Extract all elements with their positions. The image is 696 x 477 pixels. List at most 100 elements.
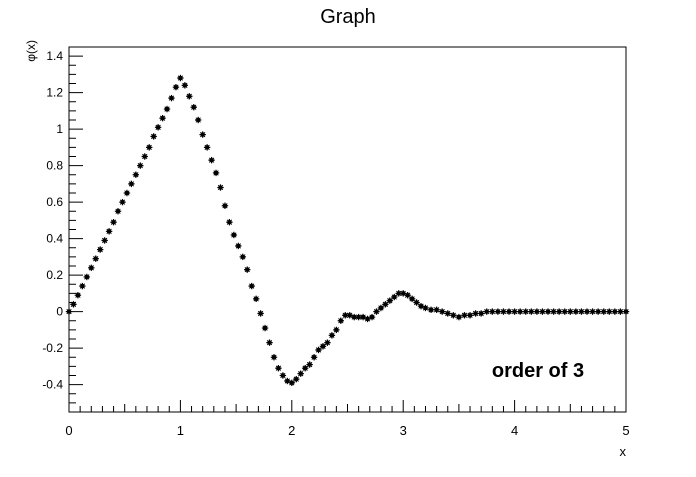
data-point (168, 94, 175, 102)
data-point (544, 308, 552, 315)
data-point (114, 208, 122, 215)
data-point (128, 180, 135, 188)
data-point (522, 308, 529, 315)
data-point (159, 114, 166, 122)
data-point (550, 308, 557, 315)
y-tick-label: 1.4 (46, 49, 63, 63)
data-point (404, 292, 411, 299)
data-point (154, 124, 162, 131)
data-point (74, 292, 82, 299)
y-tick-label: 0.6 (46, 195, 63, 209)
data-point (65, 308, 73, 315)
data-point (252, 295, 260, 303)
data-point (382, 301, 389, 308)
data-point (533, 308, 541, 315)
data-point (355, 313, 362, 321)
data-point (505, 308, 513, 315)
data-point (489, 308, 496, 315)
data-point (150, 133, 157, 140)
y-tick-label: 1.2 (46, 86, 63, 100)
data-point (427, 306, 435, 313)
data-point (270, 354, 278, 361)
x-tick-label: 5 (622, 423, 629, 438)
data-point (483, 308, 490, 315)
data-point (611, 308, 619, 315)
y-tick-label: 0.8 (46, 159, 63, 173)
data-point (79, 282, 86, 290)
y-axis: -0.4 -0.2 0 0.2 0.4 0.6 0.8 1 1.2 1.4 (42, 46, 83, 413)
data-point (477, 310, 485, 317)
x-tick-label: 4 (511, 423, 518, 438)
data-point (622, 308, 630, 315)
data-point (186, 93, 193, 100)
data-point (310, 354, 318, 361)
data-point (203, 144, 211, 151)
data-point (181, 82, 189, 89)
data-point (337, 317, 345, 324)
data-point (567, 308, 574, 315)
data-point (528, 308, 535, 315)
data-point (190, 104, 197, 111)
data-point (466, 312, 474, 319)
data-point (373, 308, 380, 315)
data-point (297, 370, 304, 377)
data-point (450, 312, 457, 319)
data-point (444, 310, 451, 317)
data-point (583, 308, 591, 315)
data-point (617, 308, 624, 315)
data-point (472, 310, 479, 317)
y-tick-label: -0.4 (42, 378, 63, 392)
data-point (146, 144, 153, 151)
data-point (555, 308, 563, 315)
data-point (572, 308, 580, 315)
data-point (70, 301, 77, 308)
data-point (342, 312, 349, 319)
data-point (511, 308, 518, 315)
data-point (500, 308, 507, 315)
data-point (266, 339, 273, 346)
y-tick-label: 0.2 (46, 268, 63, 282)
data-point (494, 308, 502, 315)
x-axis-label: x (620, 444, 627, 459)
data-point (561, 308, 568, 315)
data-point (123, 189, 131, 197)
data-point (119, 198, 126, 206)
data-point (96, 246, 104, 253)
data-point (177, 74, 184, 82)
x-tick-label: 0 (65, 423, 72, 438)
x-tick-label: 3 (400, 423, 407, 438)
data-point (606, 308, 613, 315)
data-point (195, 116, 202, 124)
data-point (301, 365, 309, 372)
data-point (333, 326, 340, 334)
data-point (377, 304, 385, 312)
x-tick-label: 2 (288, 423, 295, 438)
data-point (83, 273, 91, 281)
data-point (212, 169, 220, 177)
data-point (163, 105, 171, 113)
data-point (328, 332, 336, 339)
data-point (101, 237, 108, 244)
data-point (578, 308, 585, 315)
data-point (315, 346, 322, 354)
plot-frame (68, 46, 627, 413)
y-tick-label: 0 (56, 305, 63, 319)
data-point (413, 299, 420, 306)
data-point (141, 153, 148, 160)
data-point (221, 202, 229, 209)
y-tick-label: 0.4 (46, 232, 63, 246)
x-axis: 0 1 2 3 4 5 (65, 400, 630, 438)
data-point (279, 372, 287, 379)
data-point (319, 343, 327, 350)
data-point (226, 219, 233, 226)
data-point (137, 162, 144, 169)
data-point (244, 266, 251, 273)
y-tick-label: 1 (56, 122, 63, 136)
data-point (105, 228, 113, 235)
data-point (368, 313, 376, 321)
data-point (516, 308, 524, 315)
data-point (288, 379, 295, 386)
y-tick-label: -0.2 (42, 341, 63, 355)
data-point (438, 308, 446, 315)
